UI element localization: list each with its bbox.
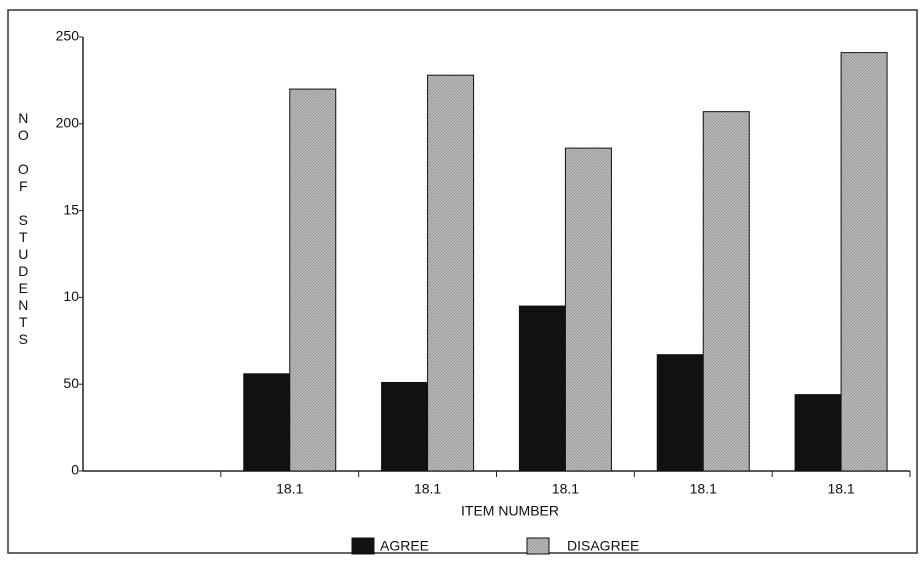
y-tick-label: 0 <box>71 462 79 478</box>
x-tick-label: 18.1 <box>827 481 854 497</box>
y-tick-label: 50 <box>63 375 79 391</box>
x-tick-label: 18.1 <box>690 481 717 497</box>
y-axis-title: NO OF STUDENTS <box>15 110 31 348</box>
x-tick-label: 18.1 <box>276 481 303 497</box>
y-tick-label: 250 <box>56 28 80 44</box>
bar <box>518 305 566 472</box>
y-tick-label: 15 <box>63 201 79 217</box>
bar <box>564 147 612 472</box>
bar <box>381 381 429 472</box>
bar <box>840 52 888 472</box>
legend-label: AGREE <box>380 538 429 554</box>
x-tick-label: 18.1 <box>552 481 579 497</box>
x-axis-title: ITEM NUMBER <box>461 503 559 519</box>
legend-swatch <box>526 537 550 555</box>
bar <box>656 354 704 472</box>
bar <box>289 88 337 472</box>
frame <box>7 9 918 554</box>
bar <box>427 74 475 472</box>
bar <box>794 394 842 472</box>
legend-label: DISAGREE <box>567 538 639 554</box>
bar <box>702 111 750 472</box>
x-tick-label: 18.1 <box>414 481 441 497</box>
y-tick-label: 10 <box>63 288 79 304</box>
y-tick-label: 200 <box>56 115 80 131</box>
bar <box>243 373 291 472</box>
legend-swatch <box>351 537 375 555</box>
